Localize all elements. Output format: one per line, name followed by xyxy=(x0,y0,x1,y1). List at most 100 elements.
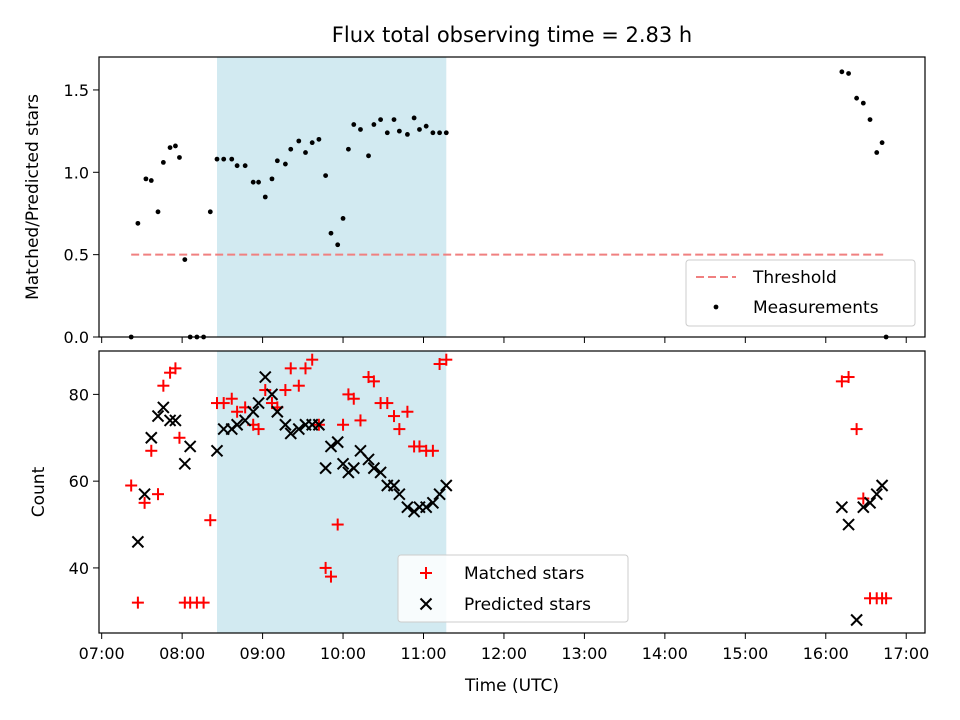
measurement-point xyxy=(177,155,182,160)
matched-star-point xyxy=(331,518,344,531)
ratio-axis-label: Matched/Predicted stars xyxy=(23,94,43,300)
count-axis-ticks: 40 60 80 07:00 08:00 09:00 10:00 11:00 12:00 13:0… xyxy=(69,385,930,663)
count-plot-frame xyxy=(98,350,926,634)
measurement-point xyxy=(167,145,173,150)
measurement-point xyxy=(417,127,422,132)
time-axis-label: Time (UTC) xyxy=(464,676,559,696)
time-x-tick-label: 16:00 xyxy=(803,644,849,663)
measurement-point xyxy=(274,158,280,164)
measurement-point xyxy=(148,178,154,183)
matched-star-point xyxy=(279,384,292,397)
measurement-point xyxy=(391,117,397,122)
matched-star-point xyxy=(426,444,439,457)
predicted-star-point xyxy=(312,418,326,431)
measurement-point xyxy=(242,163,248,169)
matched-star-point xyxy=(433,358,446,371)
predicted-star-point xyxy=(367,461,381,475)
matched-star-point xyxy=(324,570,337,583)
matched-star-point xyxy=(259,384,272,397)
measurement-point xyxy=(256,179,261,185)
predicted-star-point xyxy=(265,388,279,401)
predicted-star-point xyxy=(440,479,453,492)
predicted-star-point xyxy=(163,414,177,427)
legend-box xyxy=(397,554,629,623)
measurement-point xyxy=(155,209,161,215)
predicted-star-point xyxy=(145,431,158,444)
predicted-star-point xyxy=(331,435,344,449)
matched-star-point xyxy=(284,362,297,375)
legend-box xyxy=(685,259,916,327)
predicted-star-point xyxy=(347,461,360,475)
measurement-point xyxy=(214,156,220,162)
matched-star-point xyxy=(231,405,244,418)
matched-star-point xyxy=(842,371,855,384)
matched-star-point xyxy=(401,405,414,418)
measurement-point xyxy=(340,216,346,221)
predicted-star-point xyxy=(419,500,433,514)
ratio-y-tick-label: 1.0 xyxy=(64,163,89,182)
measurement-point xyxy=(874,150,880,155)
ratio-y-tick-label: 0.5 xyxy=(64,246,89,265)
measurement-point xyxy=(358,127,363,132)
predicted-star-point xyxy=(857,500,870,514)
predicted-star-point xyxy=(131,535,145,549)
measurement-point xyxy=(879,140,885,146)
predicted-star-point xyxy=(870,487,883,501)
time-x-tick-label: 08:00 xyxy=(159,644,205,663)
matched-star-point xyxy=(197,596,210,609)
measurement-point xyxy=(860,100,866,106)
matched-star-point xyxy=(337,418,350,431)
measurement-point xyxy=(135,220,141,226)
predicted-star-point xyxy=(183,440,197,453)
time-x-tick-label: 11:00 xyxy=(400,644,446,663)
matched-star-point xyxy=(381,397,394,410)
predicted-star-point xyxy=(842,518,855,531)
chart-title: Flux total observing time = 2.83 h xyxy=(332,23,692,47)
ratio-y-tick-label: 1.5 xyxy=(64,81,89,100)
predicted-star-point xyxy=(863,496,877,510)
measurement-point xyxy=(143,176,149,182)
matched-star-point xyxy=(138,496,151,509)
matched-star-point xyxy=(145,444,158,457)
count-y-tick-label: 60 xyxy=(69,472,89,491)
predicted-star-point xyxy=(252,396,265,410)
legend-predicted-label: Predicted stars xyxy=(464,595,591,615)
predicted-star-point xyxy=(271,405,284,418)
ratio-y-tick-label: 0.0 xyxy=(64,328,89,347)
legend-measurements-label: Measurements xyxy=(753,298,879,318)
legend-threshold-label: Threshold xyxy=(752,268,837,288)
measurement-point xyxy=(323,173,329,178)
matched-star-point xyxy=(292,379,305,392)
ratio-legend: Threshold Measurements xyxy=(685,259,916,327)
predicted-star-point xyxy=(433,487,446,501)
observing-window-shade xyxy=(217,57,447,337)
predicted-star-point xyxy=(259,370,272,384)
measurement-point xyxy=(269,176,275,182)
measurement-point xyxy=(867,117,873,122)
count-panel: 40 60 80 07:00 08:00 09:00 10:00 11:00 12:00 13:0… xyxy=(29,350,930,696)
time-x-tick-label: 12:00 xyxy=(481,644,527,663)
predicted-star-point xyxy=(835,500,849,514)
predicted-star-point xyxy=(169,414,182,427)
time-x-tick-label: 09:00 xyxy=(240,644,286,663)
predicted-star-point xyxy=(362,453,375,466)
matched-star-point xyxy=(125,479,138,492)
measurement-point xyxy=(411,115,417,121)
measurement-point xyxy=(335,242,341,248)
predicted-star-point xyxy=(850,613,863,627)
time-x-tick-label: 13:00 xyxy=(561,644,607,663)
matched-star-point xyxy=(204,514,217,527)
measurement-point xyxy=(250,179,256,185)
matched-star-point xyxy=(388,410,400,423)
matched-star-point xyxy=(857,492,870,505)
measurement-point xyxy=(405,132,410,137)
measurement-point xyxy=(282,161,288,167)
measurement-point xyxy=(423,123,429,129)
predicted-star-point xyxy=(319,461,332,475)
measurement-point xyxy=(443,130,449,136)
measurement-point xyxy=(371,122,377,127)
count-y-tick-label: 80 xyxy=(69,385,89,404)
predicted-star-point xyxy=(401,500,414,514)
measurement-point xyxy=(221,156,227,162)
